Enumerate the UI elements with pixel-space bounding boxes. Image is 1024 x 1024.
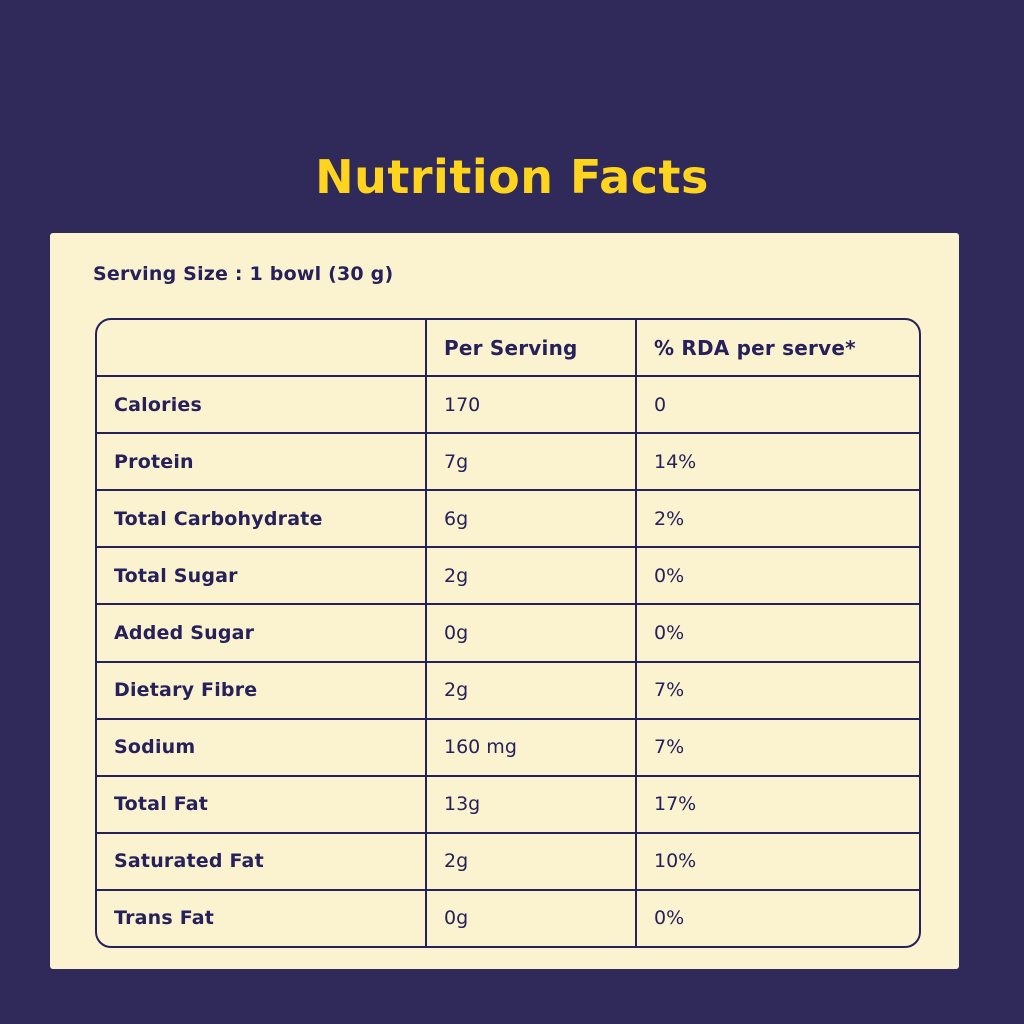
nutrient-label: Sodium bbox=[97, 719, 427, 775]
table-row: Total Carbohydrate 6g 2% bbox=[97, 489, 919, 547]
table-header-row: Per Serving % RDA per serve* bbox=[97, 320, 919, 376]
nutrition-card: Serving Size : 1 bowl (30 g) Per Serving… bbox=[50, 233, 959, 969]
table-row: Protein 7g 14% bbox=[97, 432, 919, 490]
header-blank bbox=[97, 320, 427, 376]
nutrient-per-serving-value: 0g bbox=[427, 605, 637, 661]
nutrient-rda-value: 0% bbox=[654, 907, 685, 930]
nutrient-per-serving-value: 170 bbox=[427, 377, 637, 433]
page-title: Nutrition Facts bbox=[315, 150, 709, 204]
nutrient-rda-value: 7% bbox=[654, 736, 685, 759]
nutrient-per-serving-value: 2g bbox=[427, 833, 637, 889]
nutrient-rda-value: 7% bbox=[654, 679, 685, 702]
nutrient-per-serving-value: 2g bbox=[427, 662, 637, 718]
nutrient-label: Total Fat bbox=[97, 776, 427, 832]
header-rda-per-serve: % RDA per serve* bbox=[654, 335, 856, 360]
nutrient-per-serving-value: 2g bbox=[427, 548, 637, 604]
nutrition-table: Per Serving % RDA per serve* Calories 17… bbox=[95, 318, 921, 948]
table-row: Saturated Fat 2g 10% bbox=[97, 831, 919, 889]
header-per-serving: Per Serving bbox=[427, 320, 637, 376]
nutrient-label: Trans Fat bbox=[97, 890, 427, 946]
nutrient-rda-value: 17% bbox=[654, 793, 697, 816]
table-row: Trans Fat 0g 0% bbox=[97, 888, 919, 946]
table-row: Total Fat 13g 17% bbox=[97, 774, 919, 832]
nutrient-per-serving-value: 6g bbox=[427, 491, 637, 547]
nutrient-rda-value: 10% bbox=[654, 850, 697, 873]
nutrient-per-serving-value: 7g bbox=[427, 434, 637, 490]
table-row: Dietary Fibre 2g 7% bbox=[97, 660, 919, 718]
table-row: Calories 170 0 bbox=[97, 375, 919, 433]
nutrient-per-serving-value: 0g bbox=[427, 890, 637, 946]
nutrient-rda-value: 14% bbox=[654, 450, 697, 473]
nutrient-label: Protein bbox=[97, 434, 427, 490]
nutrient-rda-value: 0 bbox=[654, 393, 667, 416]
nutrient-label: Calories bbox=[97, 377, 427, 433]
serving-size-label: Serving Size : 1 bowl (30 g) bbox=[93, 263, 394, 285]
nutrient-rda-value: 0% bbox=[654, 622, 685, 645]
table-row: Total Sugar 2g 0% bbox=[97, 546, 919, 604]
nutrient-label: Total Carbohydrate bbox=[97, 491, 427, 547]
nutrient-per-serving-value: 160 mg bbox=[427, 719, 637, 775]
nutrient-label: Added Sugar bbox=[97, 605, 427, 661]
nutrient-label: Saturated Fat bbox=[97, 833, 427, 889]
table-row: Sodium 160 mg 7% bbox=[97, 717, 919, 775]
nutrient-label: Dietary Fibre bbox=[97, 662, 427, 718]
nutrient-rda-value: 0% bbox=[654, 564, 685, 587]
nutrient-label: Total Sugar bbox=[97, 548, 427, 604]
table-row: Added Sugar 0g 0% bbox=[97, 603, 919, 661]
nutrient-per-serving-value: 13g bbox=[427, 776, 637, 832]
nutrient-rda-value: 2% bbox=[654, 507, 685, 530]
